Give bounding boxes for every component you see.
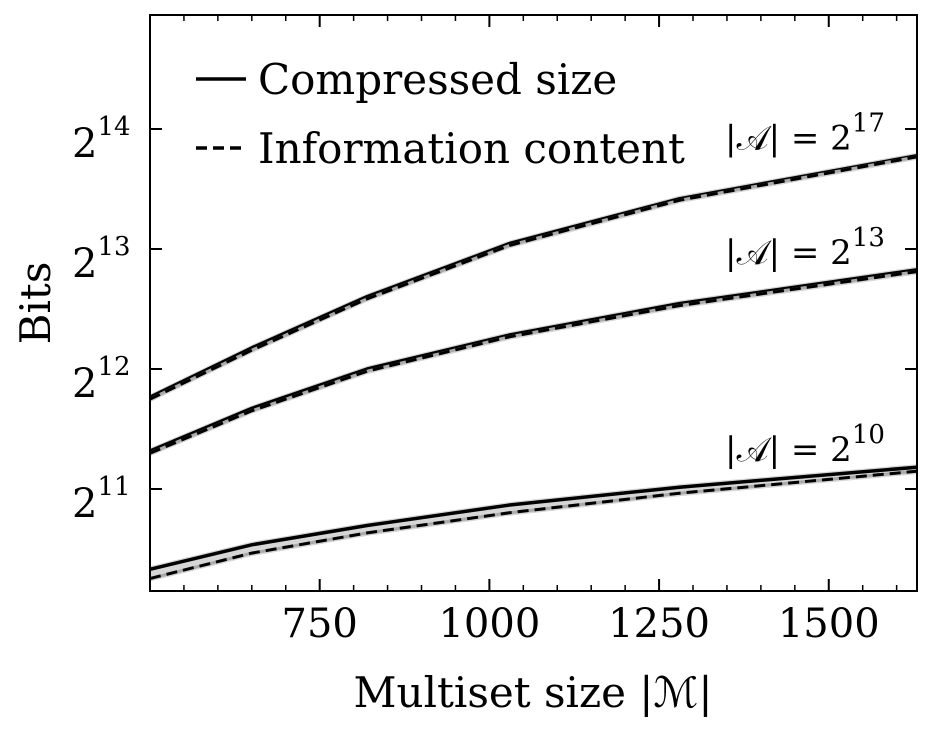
y-tick-base-3: 2 <box>72 121 97 167</box>
y-tick-base-2: 2 <box>72 241 97 287</box>
legend: Compressed size Information content <box>196 55 685 173</box>
series-line-information-2 <box>150 469 917 580</box>
series-label-exponent-2: 10 <box>852 420 885 450</box>
series-label-1: |𝒜| = 213 <box>725 223 885 273</box>
y-tick-base-1: 2 <box>72 361 97 407</box>
legend-label-information: Information content <box>258 124 685 173</box>
series-line-information-1 <box>150 270 917 455</box>
series-label-2: |𝒜| = 210 <box>725 420 885 470</box>
y-axis-label: Bits <box>11 262 60 345</box>
y-tick-exponent-2: 13 <box>97 232 130 262</box>
plot-area <box>150 15 917 591</box>
plot-frame <box>149 14 918 592</box>
series-label-exponent-1: 13 <box>852 223 885 253</box>
y-tick-base-0: 2 <box>72 481 97 527</box>
series-label-exponent-0: 17 <box>852 109 885 139</box>
y-tick-exponent-1: 12 <box>97 352 130 382</box>
y-tick-exponent-0: 11 <box>97 472 130 502</box>
series-layer <box>150 152 917 582</box>
series-label-0: |𝒜| = 217 <box>725 109 885 159</box>
y-tick-label-2: 213 <box>72 232 131 287</box>
y-tick-label-0: 211 <box>72 472 131 527</box>
series-line-compressed-2 <box>150 465 917 572</box>
x-tick-label-0: 750 <box>282 601 358 647</box>
series-label-base-0: |𝒜| = 2 <box>725 119 852 159</box>
x-tick-label-3: 1500 <box>778 601 880 647</box>
labels-layer: |𝒜| = 217|𝒜| = 213|𝒜| = 210 <box>725 109 885 471</box>
legend-label-compressed: Compressed size <box>258 55 617 104</box>
series-band-2 <box>150 464 917 582</box>
x-tick-label-2: 1250 <box>608 601 710 647</box>
series-line-compressed-1 <box>150 268 917 453</box>
x-tick-label-1: 1000 <box>438 601 540 647</box>
x-axis-label: Multiset size |ℳ| <box>354 668 713 717</box>
series-line-information-0 <box>150 155 917 401</box>
y-tick-exponent-3: 14 <box>97 112 130 142</box>
series-label-base-2: |𝒜| = 2 <box>725 430 852 470</box>
y-tick-label-1: 212 <box>72 352 131 407</box>
y-tick-label-3: 214 <box>72 112 131 167</box>
series-label-base-1: |𝒜| = 2 <box>725 233 852 273</box>
